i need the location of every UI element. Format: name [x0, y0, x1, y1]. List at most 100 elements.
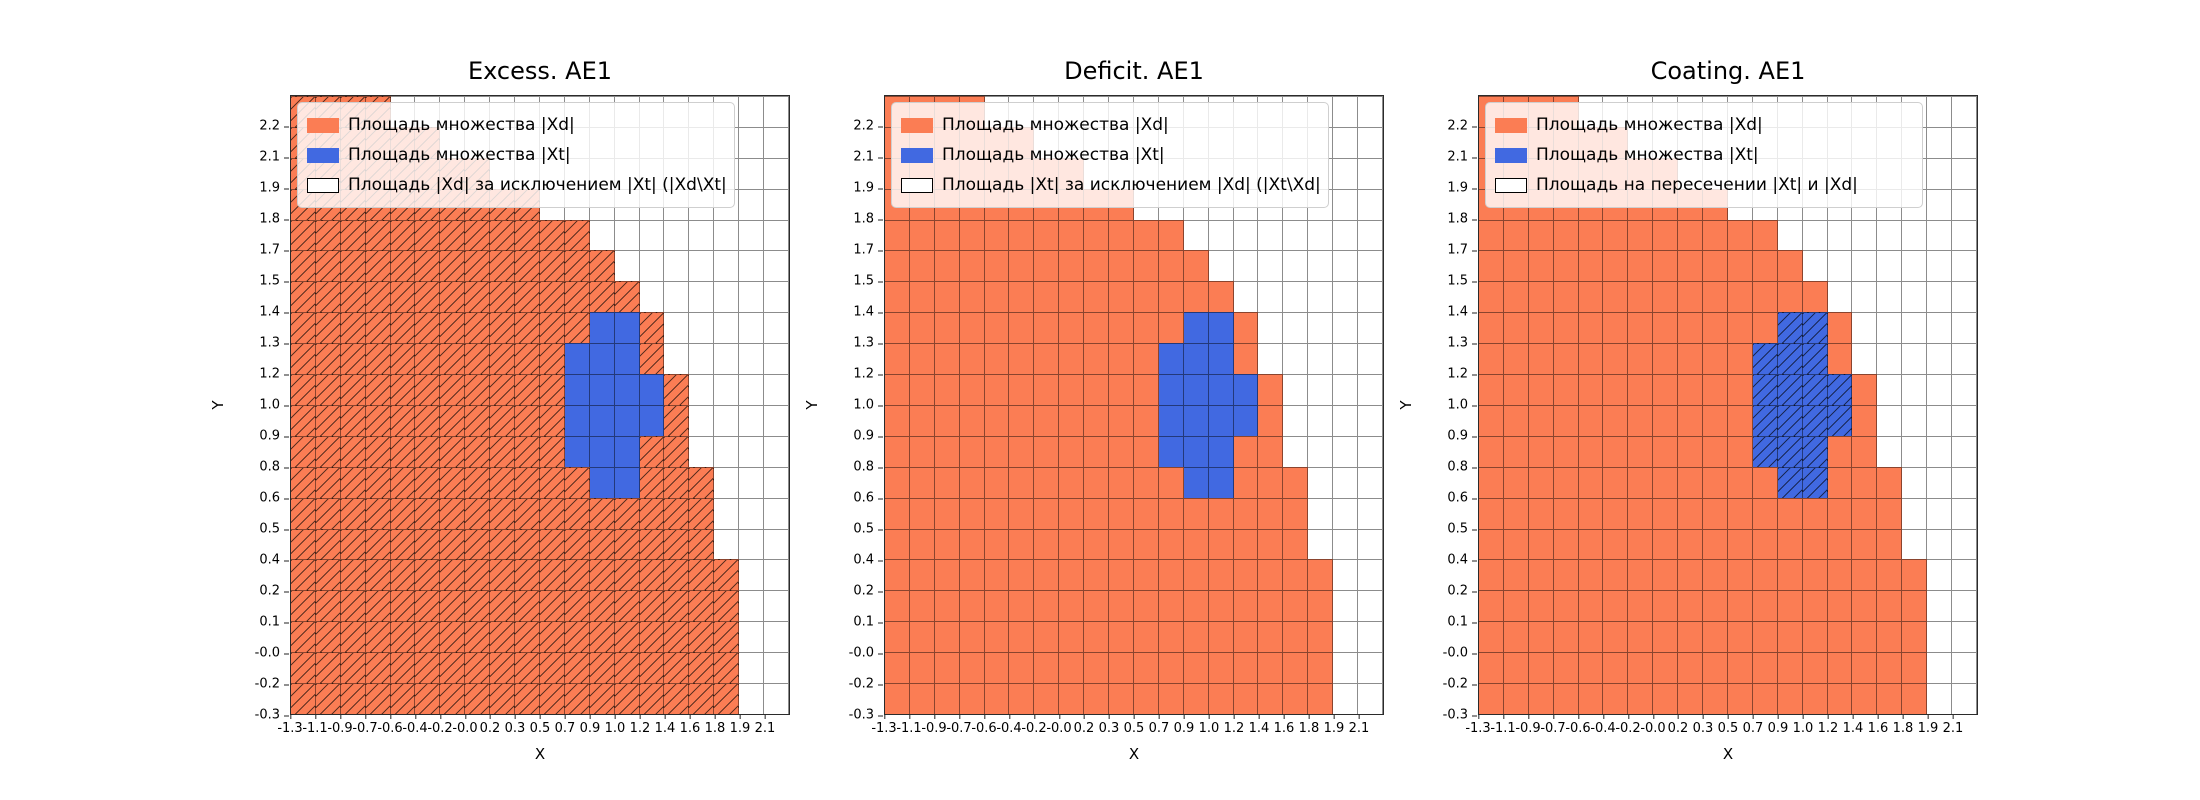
grid-cell [490, 219, 516, 251]
grid-cell [1752, 528, 1778, 560]
grid-cell [1952, 126, 1977, 158]
grid-cell [1233, 621, 1259, 653]
grid-cell [1902, 404, 1928, 436]
grid-cell [1603, 374, 1629, 405]
y-tick: -0.2 [254, 676, 290, 692]
grid-cell [1084, 528, 1110, 560]
grid-cell [1158, 343, 1184, 375]
grid-cell [984, 374, 1010, 405]
grid-cell [1653, 343, 1679, 375]
y-tick: 1.7 [1447, 242, 1477, 258]
y-tick: 0.5 [1447, 521, 1477, 537]
y-tick: 1.3 [259, 335, 289, 351]
grid-cell [1553, 404, 1579, 436]
x-tick: 1.9 [1323, 715, 1345, 736]
y-tick: 0.6 [259, 490, 289, 506]
grid-cell [1258, 435, 1284, 467]
grid-cell [1084, 497, 1110, 529]
grid-cell [589, 219, 615, 251]
grid-cell [1009, 652, 1035, 684]
grid-cell [1183, 590, 1209, 622]
grid-cell [1258, 559, 1284, 591]
grid-cell [1777, 559, 1803, 591]
legend-item-xt: Площадь множества |Xt| [1495, 140, 1913, 170]
grid-cell [984, 404, 1010, 436]
grid-cell [1133, 559, 1159, 591]
grid-cell [1333, 343, 1359, 375]
grid-cell [764, 126, 789, 158]
x-tick: 2.1 [1348, 715, 1370, 736]
grid-cell [315, 250, 341, 282]
grid-cell [1628, 404, 1654, 436]
grid-cell [1034, 683, 1060, 714]
y-tick: 2.2 [1447, 118, 1477, 134]
grid-cell [1877, 219, 1903, 251]
grid-cell [1952, 683, 1977, 714]
grid-cell [764, 374, 789, 405]
grid-cell [1727, 683, 1753, 714]
plot-area: Площадь множества |Xd| Площадь множества… [1478, 95, 1978, 715]
grid-cell [365, 404, 391, 436]
y-tick: -0.3 [848, 707, 884, 723]
grid-cell [934, 250, 960, 282]
grid-cell [1009, 312, 1035, 344]
y-tick: 0.4 [259, 552, 289, 568]
grid-cell [1133, 466, 1159, 498]
grid-cell [291, 466, 316, 498]
y-tick: 0.2 [853, 583, 883, 599]
grid-cell [539, 404, 565, 436]
grid-cell [1084, 435, 1110, 467]
grid-cell [909, 621, 935, 653]
grid-cell [739, 343, 765, 375]
grid-cell [1283, 435, 1309, 467]
grid-cell [739, 157, 765, 189]
grid-cell [1802, 374, 1828, 405]
grid-cell [1258, 497, 1284, 529]
grid-cell [1603, 250, 1629, 282]
grid-cell [1158, 559, 1184, 591]
grid-cell [1034, 250, 1060, 282]
grid-cell [1158, 435, 1184, 467]
grid-cell [1703, 219, 1728, 251]
grid-cell [315, 435, 341, 467]
grid-cell [564, 435, 590, 467]
grid-cell [984, 343, 1010, 375]
grid-cell [1952, 652, 1977, 684]
grid-cell [465, 250, 491, 282]
grid-cell [885, 621, 910, 653]
grid-cell [1208, 528, 1234, 560]
grid-cell [1059, 281, 1085, 313]
grid-cell [885, 590, 910, 622]
grid-cell [934, 404, 960, 436]
grid-cell [1183, 497, 1209, 529]
grid-cell [739, 374, 765, 405]
x-tick: 0.9 [1767, 715, 1789, 736]
grid-cell [639, 497, 665, 529]
grid-cell [1553, 683, 1579, 714]
legend-item-hatch: Площадь |Xt| за исключением |Xd| (|Xt\Xd… [901, 170, 1319, 200]
grid-cell [1653, 404, 1679, 436]
grid-cell [1009, 559, 1035, 591]
grid-cell [1927, 652, 1953, 684]
grid-cell [1553, 466, 1579, 498]
grid-cell [1358, 312, 1383, 344]
grid-cell [1084, 621, 1110, 653]
grid-cell [1678, 683, 1704, 714]
grid-cell [564, 590, 590, 622]
grid-cell [1952, 497, 1977, 529]
grid-cell [564, 219, 590, 251]
grid-cell [415, 374, 441, 405]
grid-cell [1308, 621, 1334, 653]
grid-cell [764, 188, 789, 220]
grid-cell [1158, 404, 1184, 436]
grid-cell [664, 497, 690, 529]
y-tick: 0.8 [259, 459, 289, 475]
grid-cell [639, 374, 665, 405]
grid-cell [1703, 590, 1728, 622]
grid-cell [1133, 250, 1159, 282]
grid-cell [1727, 435, 1753, 467]
grid-cell [1827, 466, 1853, 498]
grid-cell [1479, 652, 1504, 684]
grid-cell [1678, 281, 1704, 313]
grid-cell [365, 652, 391, 684]
